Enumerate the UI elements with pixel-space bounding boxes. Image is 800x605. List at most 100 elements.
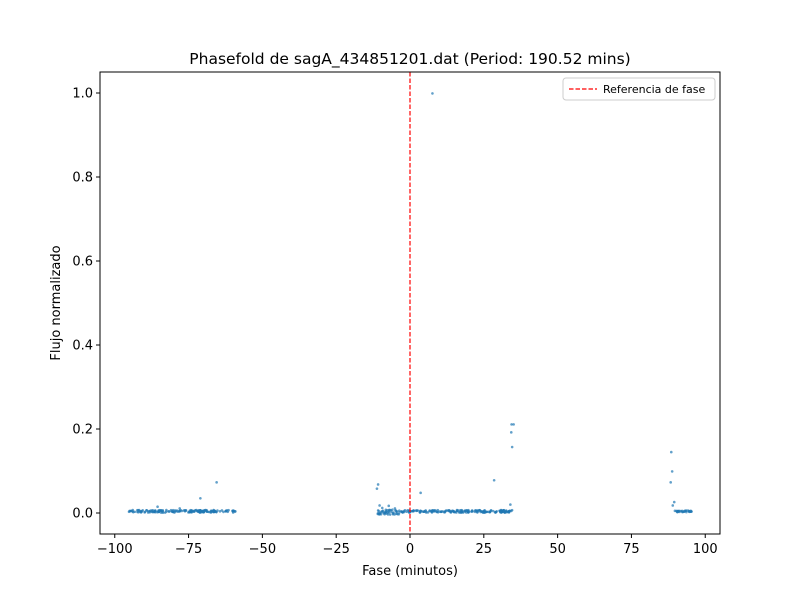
data-point <box>178 509 181 513</box>
data-point <box>161 511 165 514</box>
legend-label: Referencia de fase <box>603 83 706 96</box>
data-point <box>509 431 513 434</box>
data-point <box>377 509 381 513</box>
y-axis: 0.0 0.2 0.4 0.6 0.8 1.0 <box>72 87 100 522</box>
data-point <box>483 509 486 512</box>
data-point <box>424 511 428 514</box>
y-axis-label: Flujo normalizado <box>49 245 64 360</box>
x-tick-label: 100 <box>693 542 718 557</box>
data-point <box>146 511 150 514</box>
x-tick-label: −75 <box>175 542 202 557</box>
data-point <box>453 510 456 514</box>
data-point <box>502 510 506 514</box>
data-point <box>672 500 676 504</box>
data-point <box>375 487 379 490</box>
data-point <box>212 510 215 513</box>
data-point <box>492 509 495 513</box>
data-point <box>678 510 681 514</box>
data-point <box>130 509 133 513</box>
data-point <box>152 510 155 514</box>
data-point <box>393 507 397 510</box>
data-point <box>476 510 479 514</box>
x-tick-label: −100 <box>97 542 133 557</box>
y-tick-label: 0.2 <box>72 423 93 438</box>
data-point <box>505 510 509 514</box>
y-tick-label: 0.8 <box>72 171 93 186</box>
x-tick-label: 50 <box>549 542 566 557</box>
data-point <box>227 508 230 512</box>
data-point <box>202 509 205 513</box>
data-point <box>433 509 436 512</box>
data-point <box>378 504 381 507</box>
x-tick-label: 25 <box>476 542 493 557</box>
y-tick-label: 1.0 <box>72 87 93 102</box>
data-point <box>157 510 161 514</box>
data-point <box>383 512 386 516</box>
data-point <box>444 509 448 513</box>
data-point <box>401 511 404 514</box>
chart-title: Phasefold de sagA_434851201.dat (Period:… <box>189 50 630 69</box>
data-point <box>489 510 492 513</box>
data-point <box>388 513 392 516</box>
data-point <box>435 510 438 514</box>
data-point <box>412 509 415 512</box>
data-point <box>224 510 228 513</box>
data-point <box>671 504 675 507</box>
data-point <box>389 508 393 512</box>
data-point <box>215 481 218 484</box>
data-point <box>137 510 140 514</box>
legend: Referencia de fase <box>562 77 716 101</box>
x-tick-label: 75 <box>623 542 640 557</box>
data-point <box>405 510 408 514</box>
data-point <box>508 509 512 513</box>
data-point <box>510 423 513 426</box>
data-point <box>199 497 202 500</box>
data-point <box>139 510 143 514</box>
data-point <box>471 510 475 513</box>
data-point <box>163 511 167 514</box>
data-point <box>173 510 177 513</box>
data-point <box>463 509 467 513</box>
data-point <box>669 450 673 454</box>
data-point <box>143 511 146 514</box>
data-point <box>156 505 159 509</box>
data-point <box>383 511 387 514</box>
data-point <box>419 491 422 495</box>
data-point <box>392 511 395 514</box>
data-point <box>456 509 460 512</box>
data-point <box>204 509 208 512</box>
data-point <box>684 509 688 512</box>
data-point <box>216 509 219 512</box>
data-point <box>170 510 174 513</box>
x-tick-label: −50 <box>249 542 276 557</box>
data-point <box>447 509 450 513</box>
x-tick-label: 0 <box>406 542 414 557</box>
x-tick-label: −25 <box>322 542 349 557</box>
x-axis: −100 −75 −50 −25 0 25 50 75 100 <box>97 534 718 557</box>
data-point <box>153 509 157 512</box>
data-point <box>492 478 496 482</box>
legend-box <box>562 77 716 101</box>
data-point <box>183 510 187 513</box>
data-point <box>190 509 193 513</box>
data-point <box>387 510 391 513</box>
data-point <box>397 512 401 516</box>
data-point <box>222 510 225 514</box>
data-point <box>430 509 434 512</box>
y-tick-label: 0.6 <box>72 255 93 270</box>
data-point <box>387 504 391 508</box>
data-point <box>680 509 684 513</box>
data-point <box>195 509 199 513</box>
data-point <box>377 512 381 515</box>
y-tick-label: 0.0 <box>72 507 93 522</box>
data-points <box>127 92 693 516</box>
data-point <box>380 506 384 510</box>
data-point <box>165 508 168 512</box>
data-point <box>440 510 443 513</box>
data-point <box>381 509 385 513</box>
data-point <box>419 510 422 514</box>
data-point <box>137 508 141 512</box>
data-point <box>459 510 463 514</box>
y-tick-label: 0.4 <box>72 339 93 354</box>
